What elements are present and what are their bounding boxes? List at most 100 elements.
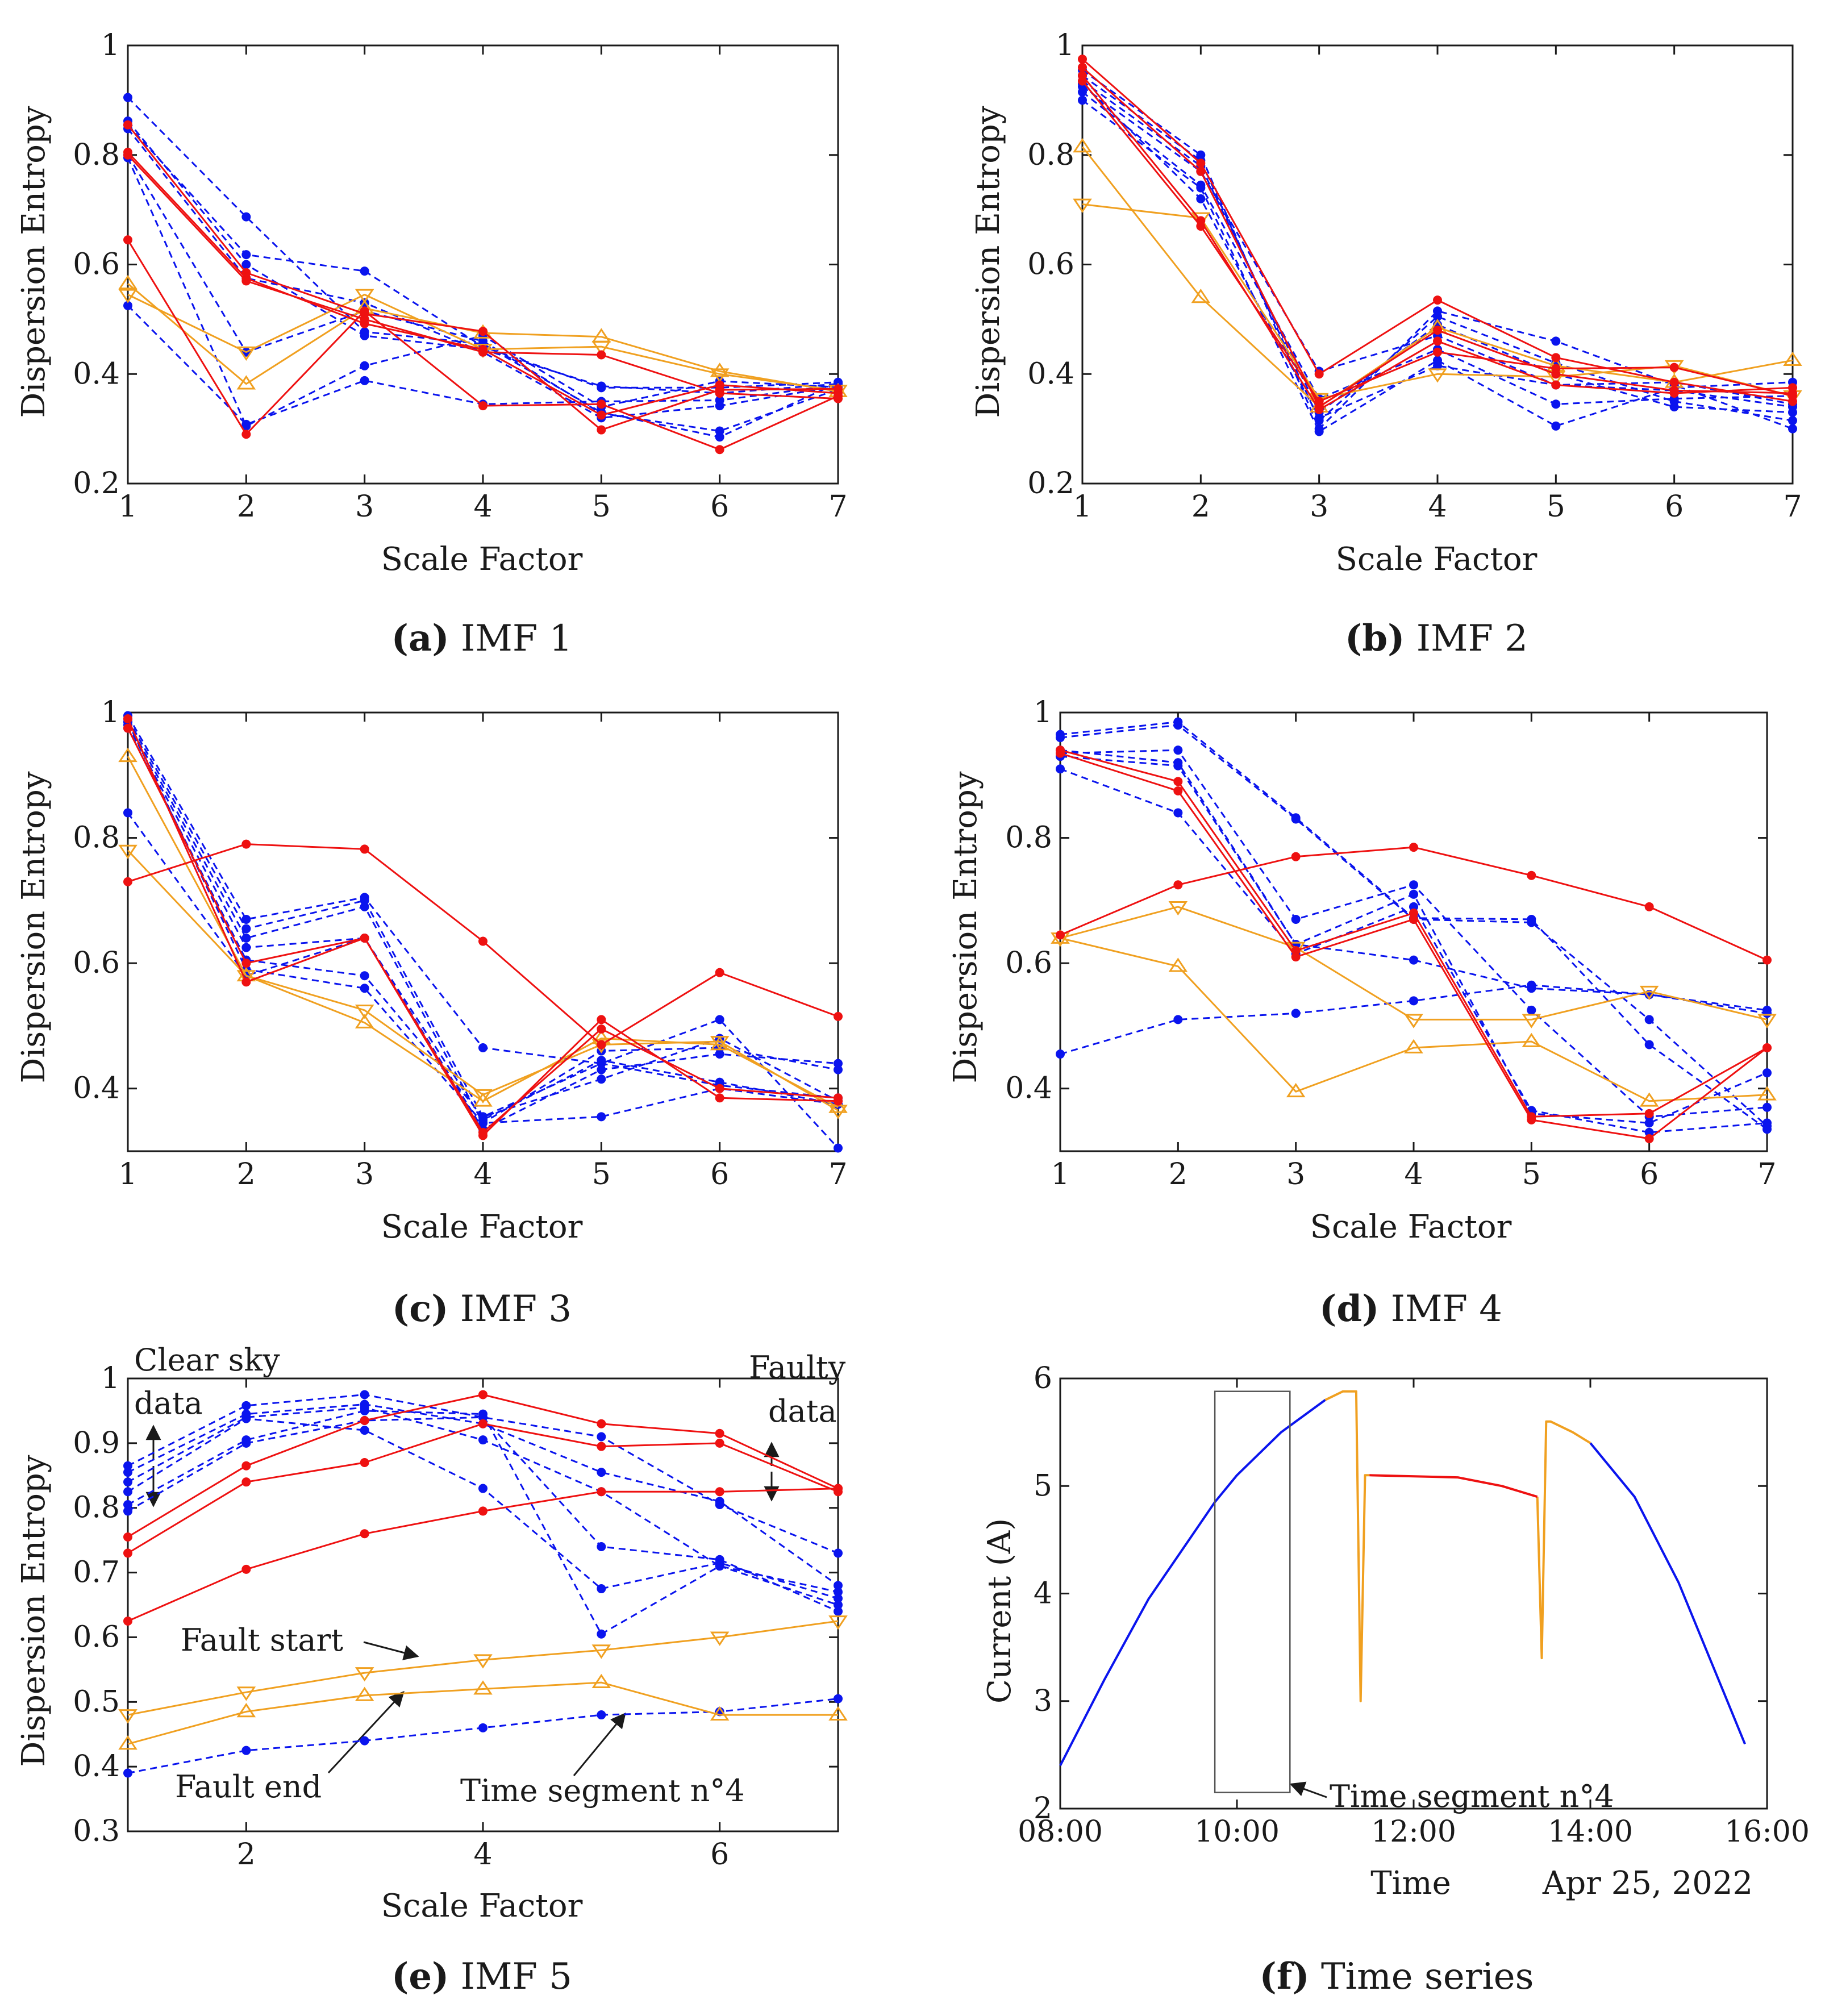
- x-tick-label: 6: [710, 1157, 729, 1192]
- x-tick-label: 3: [1310, 490, 1328, 524]
- data-point-faulty: [1291, 852, 1301, 861]
- caption-f: (f) Time series: [1260, 1955, 1534, 1998]
- x-tick-label: 1: [118, 1157, 137, 1192]
- caption-b-label: (b): [1345, 617, 1405, 660]
- data-point-fault-end: [355, 1686, 374, 1701]
- series-line-clear: [127, 721, 839, 1124]
- data-point-clear: [834, 1059, 843, 1068]
- data-point-clear: [715, 1561, 724, 1571]
- series-line-faulty: [1060, 752, 1768, 1140]
- data-point-faulty: [1644, 1134, 1654, 1143]
- data-point-clear: [1173, 1015, 1183, 1024]
- data-point-faulty: [1314, 405, 1324, 414]
- caption-d-label: (d): [1319, 1288, 1379, 1330]
- data-point-clear: [1644, 1040, 1654, 1049]
- series-line-clear: [1082, 69, 1793, 430]
- data-point-faulty: [123, 150, 132, 160]
- data-point-faulty: [1788, 383, 1797, 393]
- y-tick-label: 0.4: [73, 1072, 120, 1106]
- data-point-faulty: [597, 1024, 606, 1034]
- data-point-faulty: [1196, 166, 1206, 176]
- caption-d: (d) IMF 4: [1319, 1288, 1502, 1330]
- data-point-fault-start: [1639, 985, 1659, 1001]
- data-point-fault-start: [236, 346, 256, 361]
- data-point-clear: [1173, 808, 1183, 818]
- data-point-clear: [834, 1694, 843, 1703]
- data-point-clear: [241, 260, 251, 269]
- data-point-faulty: [1551, 380, 1561, 390]
- ylabel-f: Current (A): [981, 1518, 1018, 1703]
- data-point-clear: [1409, 902, 1418, 911]
- data-point-clear: [241, 943, 251, 952]
- data-point-faulty: [1551, 364, 1561, 373]
- data-point-faulty: [715, 388, 724, 398]
- data-point-clear: [123, 1768, 132, 1778]
- data-point-clear: [1551, 421, 1561, 431]
- data-point-fault-start: [1404, 1014, 1423, 1028]
- x-tick-label: 6: [1640, 1157, 1659, 1192]
- x-tick-label: 2: [1169, 1157, 1188, 1192]
- data-point-clear: [241, 1746, 251, 1755]
- series-line-faulty: [1060, 749, 1768, 1118]
- data-point-clear: [1196, 194, 1206, 203]
- x-tick-label: 10:00: [1194, 1815, 1280, 1849]
- series-line-faulty: [127, 718, 839, 1136]
- data-point-faulty: [597, 1487, 606, 1497]
- data-point-faulty: [241, 1461, 251, 1471]
- y-tick-label: 2: [1034, 1792, 1052, 1826]
- data-point-fault-start: [1168, 901, 1188, 916]
- data-point-clear: [1314, 413, 1324, 423]
- data-point-fault-end: [591, 328, 611, 343]
- data-point-fault-end: [1639, 1092, 1659, 1107]
- data-point-clear: [360, 266, 369, 276]
- data-point-fault-end: [473, 1680, 493, 1695]
- data-point-faulty: [360, 306, 369, 316]
- data-point-faulty: [478, 1390, 488, 1399]
- x-tick-label: 3: [1286, 1157, 1305, 1192]
- data-point-clear: [241, 1438, 251, 1448]
- y-tick-label: 0.6: [73, 248, 120, 282]
- data-point-clear: [1527, 980, 1536, 990]
- y-tick-label: 0.2: [1027, 466, 1074, 501]
- x-tick-label: 2: [237, 1838, 256, 1872]
- data-point-clear: [123, 301, 132, 310]
- caption-b-text: IMF 2: [1405, 618, 1528, 660]
- data-point-clear: [241, 934, 251, 943]
- data-point-fault-end: [591, 1673, 611, 1689]
- data-point-faulty: [241, 959, 251, 968]
- caption-a-label: (a): [391, 617, 449, 660]
- data-point-faulty: [241, 1477, 251, 1487]
- series-line-clear: [127, 1698, 839, 1774]
- data-point-clear: [360, 1390, 369, 1399]
- data-point-fault-start: [1428, 368, 1447, 383]
- xlabel-date-f: Apr 25, 2022: [1542, 1865, 1753, 1902]
- data-point-faulty: [1433, 295, 1442, 305]
- series-line-clear: [1059, 1399, 1326, 1767]
- data-point-clear: [715, 426, 724, 436]
- data-point-faulty: [715, 1438, 724, 1448]
- data-point-faulty: [597, 350, 606, 360]
- data-point-clear: [1644, 1118, 1654, 1128]
- data-point-faulty: [1763, 955, 1772, 965]
- data-point-fault-end: [828, 1706, 848, 1721]
- data-point-fault-end: [1404, 1039, 1423, 1053]
- data-point-clear: [715, 1077, 724, 1087]
- panel-b: Dispersion Entropy Scale Factor (b) IMF …: [970, 106, 1538, 660]
- data-point-clear: [834, 1581, 843, 1590]
- data-point-fault-start: [473, 1654, 493, 1669]
- data-point-clear: [1788, 416, 1797, 426]
- y-tick-label: 0.6: [1005, 946, 1052, 980]
- data-point-faulty: [1173, 777, 1183, 786]
- data-point-clear: [597, 1542, 606, 1552]
- caption-b: (b) IMF 2: [1345, 617, 1528, 660]
- data-point-faulty: [597, 1442, 606, 1451]
- data-point-faulty: [360, 314, 369, 324]
- data-point-clear: [360, 902, 369, 911]
- data-point-faulty: [1291, 952, 1301, 962]
- data-point-clear: [597, 1074, 606, 1084]
- data-point-clear: [1291, 1009, 1301, 1018]
- y-tick-label: 6: [1034, 1361, 1052, 1396]
- data-point-faulty: [123, 1548, 132, 1558]
- data-point-clear: [241, 1414, 251, 1423]
- series-line-clear: [1060, 721, 1768, 1130]
